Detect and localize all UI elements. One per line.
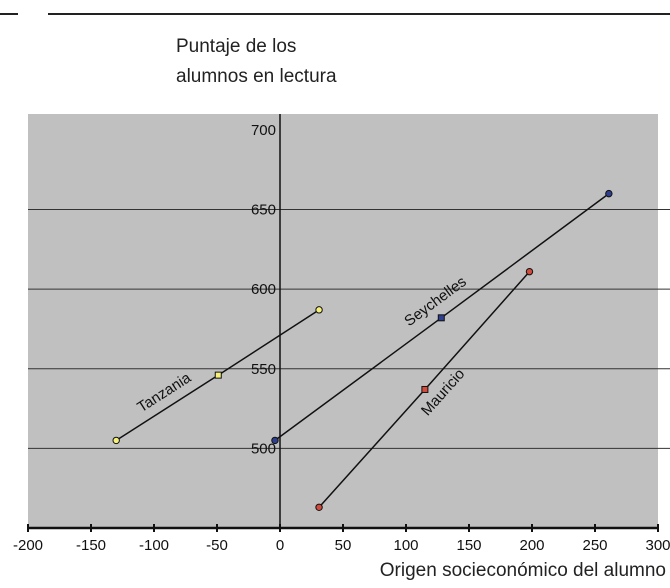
point-seychelles-0 <box>271 436 279 445</box>
point-seychelles-2 <box>605 189 613 198</box>
y-tick-label-600: 600 <box>251 281 276 298</box>
x-tick-label-6: 100 <box>393 537 418 554</box>
point-tanzania-1 <box>214 371 222 379</box>
x-tick-label-9: 250 <box>582 537 607 554</box>
point-tanzania-2 <box>315 306 323 314</box>
point-mauricio-0 <box>315 503 323 511</box>
x-tick-label-4: 0 <box>276 537 284 554</box>
y-axis-title-line-2: alumnos en lectura <box>176 66 337 87</box>
point-tanzania-0 <box>112 436 120 445</box>
x-tick-label-10: 300 <box>645 537 670 554</box>
x-tick-label-1: -150 <box>76 537 106 554</box>
point-seychelles-1 <box>437 314 445 322</box>
y-axis-title: Puntaje de los alumnos en lectura <box>176 32 337 92</box>
y-tick-label-550: 550 <box>251 361 276 378</box>
y-tick-label-700: 700 <box>251 122 276 139</box>
x-tick-label-0: -200 <box>13 537 43 554</box>
x-tick-label-7: 150 <box>456 537 481 554</box>
plot-background <box>28 114 658 528</box>
x-tick-label-8: 200 <box>519 537 544 554</box>
x-tick-label-2: -100 <box>139 537 169 554</box>
x-tick-label-5: 50 <box>335 537 352 554</box>
x-tick-label-3: -50 <box>206 537 228 554</box>
point-mauricio-1 <box>421 385 429 393</box>
point-mauricio-2 <box>525 267 534 276</box>
x-axis-title: Origen socieconómico del alumno <box>379 560 666 581</box>
y-axis-title-line-1: Puntaje de los <box>176 36 297 57</box>
y-tick-label-500: 500 <box>251 440 276 457</box>
y-tick-label-650: 650 <box>251 202 276 219</box>
